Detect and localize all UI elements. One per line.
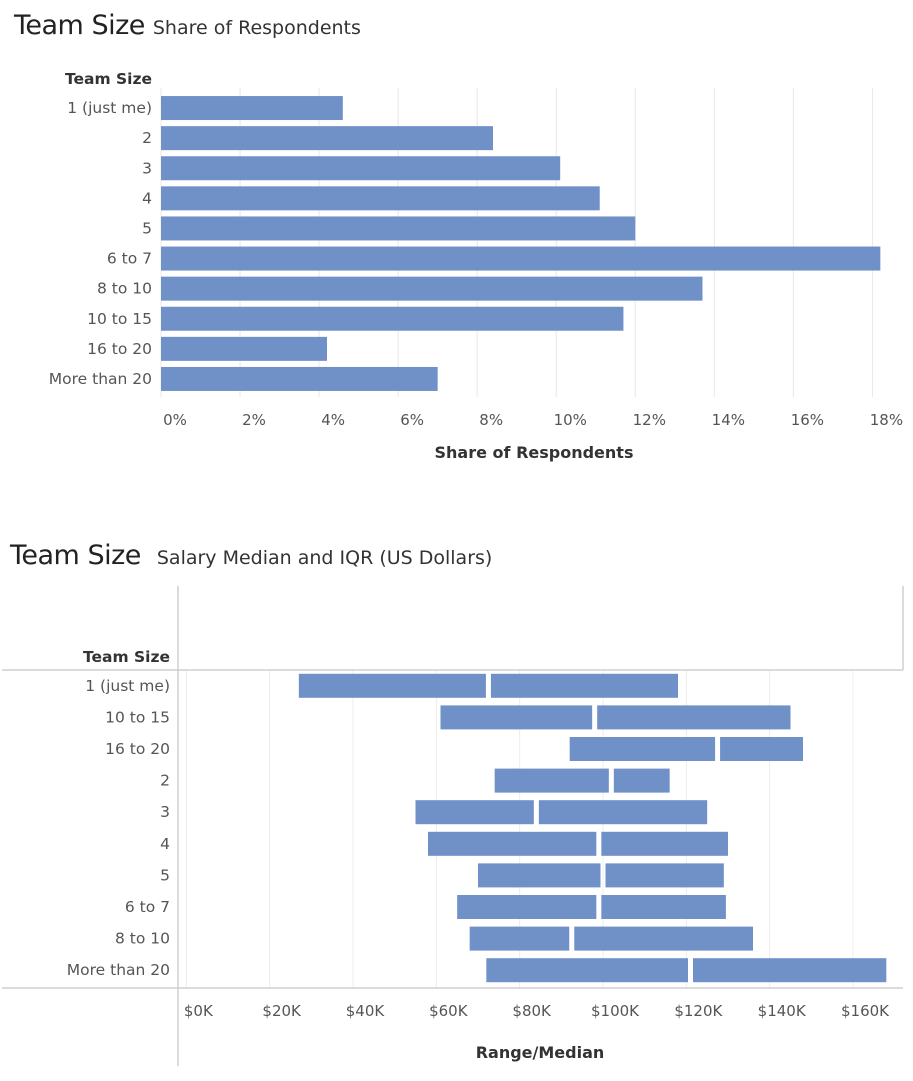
chart2-subtitle: Salary Median and IQR (US Dollars): [156, 547, 493, 569]
row-header: Team Size: [65, 70, 152, 88]
x-tick-label: 14%: [712, 411, 745, 429]
x-tick-label: 12%: [633, 411, 666, 429]
category-label: 8 to 10: [97, 280, 152, 298]
range-bar-lower: [298, 673, 486, 698]
range-bar-lower: [469, 926, 570, 951]
x-tick-label: 0%: [163, 411, 187, 429]
category-label: 1 (just me): [85, 677, 170, 695]
bar: [161, 216, 636, 241]
range-bar-lower: [494, 768, 609, 793]
range-bar-lower: [428, 831, 597, 856]
category-label: 10 to 15: [87, 310, 152, 328]
category-label: 2: [142, 129, 152, 147]
category-label: 6 to 7: [125, 898, 170, 916]
category-label: 3: [160, 803, 170, 821]
x-tick-label: 18%: [870, 411, 903, 429]
bar: [161, 366, 438, 391]
category-label: 1 (just me): [67, 99, 152, 117]
x-axis-title: Range/Median: [476, 1043, 605, 1062]
x-tick-label: 2%: [242, 411, 266, 429]
range-bar-upper: [613, 768, 670, 793]
range-bar-lower: [457, 895, 597, 919]
x-tick-label: 6%: [400, 411, 424, 429]
range-bar-upper: [538, 800, 708, 825]
chart1-subtitle: Share of Respondents: [152, 17, 361, 39]
bar: [161, 186, 600, 211]
category-label: 4: [142, 189, 152, 207]
x-tick-label: $0K: [184, 1002, 214, 1020]
range-bar-upper: [601, 895, 726, 919]
chart2-title: Team Size: [10, 540, 141, 571]
category-label: More than 20: [67, 961, 170, 979]
category-label: 5: [142, 219, 152, 237]
row-header: Team Size: [83, 648, 170, 666]
x-tick-label: 16%: [791, 411, 824, 429]
x-tick-label: 4%: [321, 411, 345, 429]
bar: [161, 306, 624, 331]
category-label: 16 to 20: [105, 740, 170, 758]
x-tick-label: 8%: [479, 411, 503, 429]
range-bar-lower: [415, 800, 534, 825]
bar: [161, 276, 703, 301]
category-label: 3: [142, 159, 152, 177]
bar: [161, 156, 561, 181]
range-bar-upper: [693, 958, 887, 983]
category-label: 5: [160, 866, 170, 884]
range-bar-upper: [574, 926, 753, 951]
category-label: 6 to 7: [107, 250, 152, 268]
category-label: 8 to 10: [115, 930, 170, 948]
bar: [161, 126, 493, 151]
x-tick-label: $20K: [262, 1002, 302, 1020]
x-tick-label: $120K: [674, 1002, 723, 1020]
range-bar-lower: [478, 863, 601, 888]
category-label: 2: [160, 772, 170, 790]
x-tick-label: $160K: [841, 1002, 890, 1020]
x-tick-label: $140K: [758, 1002, 807, 1020]
range-bar-upper: [490, 673, 678, 698]
x-tick-label: $60K: [429, 1002, 469, 1020]
range-bar-upper: [720, 737, 803, 761]
range-bar-lower: [569, 737, 716, 761]
range-bar-lower: [486, 958, 688, 983]
range-bar-upper: [601, 831, 728, 856]
chart2-title-block: Team Size Salary Median and IQR (US Dolla…: [10, 540, 492, 571]
bar: [161, 246, 881, 271]
x-axis-title: Share of Respondents: [435, 443, 634, 462]
category-label: 4: [160, 835, 170, 853]
category-label: More than 20: [49, 370, 152, 388]
chart1-title-block: Team Size Share of Respondents: [14, 10, 361, 41]
chart1-title: Team Size: [14, 10, 145, 41]
salary-range-chart: $0K $20K $40K $60K $80K $100K $120K $140K $160K T…: [2, 586, 904, 1066]
x-tick-label: $80K: [512, 1002, 552, 1020]
x-tick-label: $40K: [346, 1002, 386, 1020]
category-label: 10 to 15: [105, 708, 170, 726]
x-tick-label: 10%: [554, 411, 587, 429]
range-bar-upper: [597, 705, 791, 730]
bar: [161, 96, 343, 121]
category-label: 16 to 20: [87, 340, 152, 358]
range-bar-upper: [605, 863, 724, 888]
share-bar-chart: 0% 2% 4% 6% 8% 10% 12% 14% 16% 18% Team Size 1 (jus…: [49, 70, 903, 462]
x-tick-label: $100K: [591, 1002, 640, 1020]
bar: [161, 336, 327, 361]
range-bar-lower: [440, 705, 593, 730]
